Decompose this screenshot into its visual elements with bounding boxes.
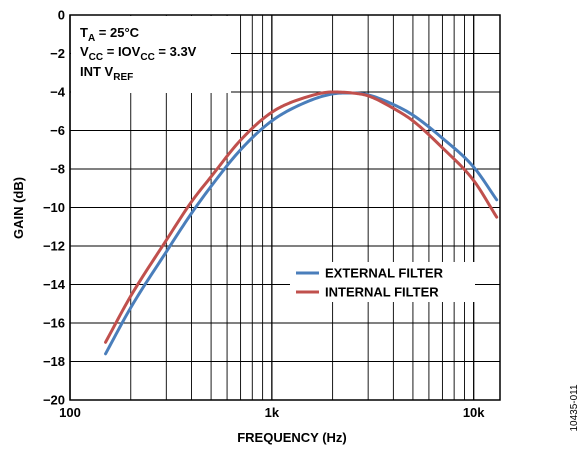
y-tick-label: −12 bbox=[43, 239, 65, 254]
series-layer bbox=[104, 90, 499, 356]
y-tick-label: −14 bbox=[43, 277, 66, 292]
y-tick-label: −16 bbox=[43, 316, 65, 331]
y-axis-title: GAIN (dB) bbox=[11, 177, 26, 239]
y-tick-label: −20 bbox=[43, 393, 65, 408]
y-tick-label: −10 bbox=[43, 200, 65, 215]
series-line-internal-filter bbox=[104, 90, 499, 344]
series-line-external-filter bbox=[104, 91, 499, 356]
y-tick-label: −2 bbox=[50, 46, 65, 61]
x-tick-labels: 100 1k 10k bbox=[59, 405, 485, 420]
legend: EXTERNAL FILTER INTERNAL FILTER bbox=[290, 262, 475, 302]
legend-label: EXTERNAL FILTER bbox=[325, 266, 444, 281]
x-tick-label: 10k bbox=[463, 405, 485, 420]
x-tick-label: 1k bbox=[265, 405, 280, 420]
condition-line: TA = 25°C bbox=[80, 25, 140, 44]
legend-background bbox=[290, 262, 475, 302]
y-tick-label: 0 bbox=[58, 8, 65, 23]
plot-frame bbox=[69, 14, 501, 401]
condition-line: INT VREF bbox=[80, 64, 133, 83]
conditions-background bbox=[71, 16, 231, 93]
x-axis-title: FREQUENCY (Hz) bbox=[237, 430, 347, 445]
legend-label: INTERNAL FILTER bbox=[325, 285, 439, 300]
figure-id: 10435-011 bbox=[569, 384, 580, 432]
x-tick-label: 100 bbox=[59, 405, 81, 420]
y-tick-label: −4 bbox=[50, 85, 66, 100]
y-tick-labels: 0 −2 −4 −6 −8 −10 −12 −14 −16 −18 −20 bbox=[43, 8, 66, 408]
y-tick-label: −18 bbox=[43, 354, 65, 369]
y-tick-label: −8 bbox=[50, 162, 65, 177]
condition-line: VCC = IOVCC = 3.3V bbox=[80, 44, 197, 63]
y-tick-label: −6 bbox=[50, 123, 65, 138]
